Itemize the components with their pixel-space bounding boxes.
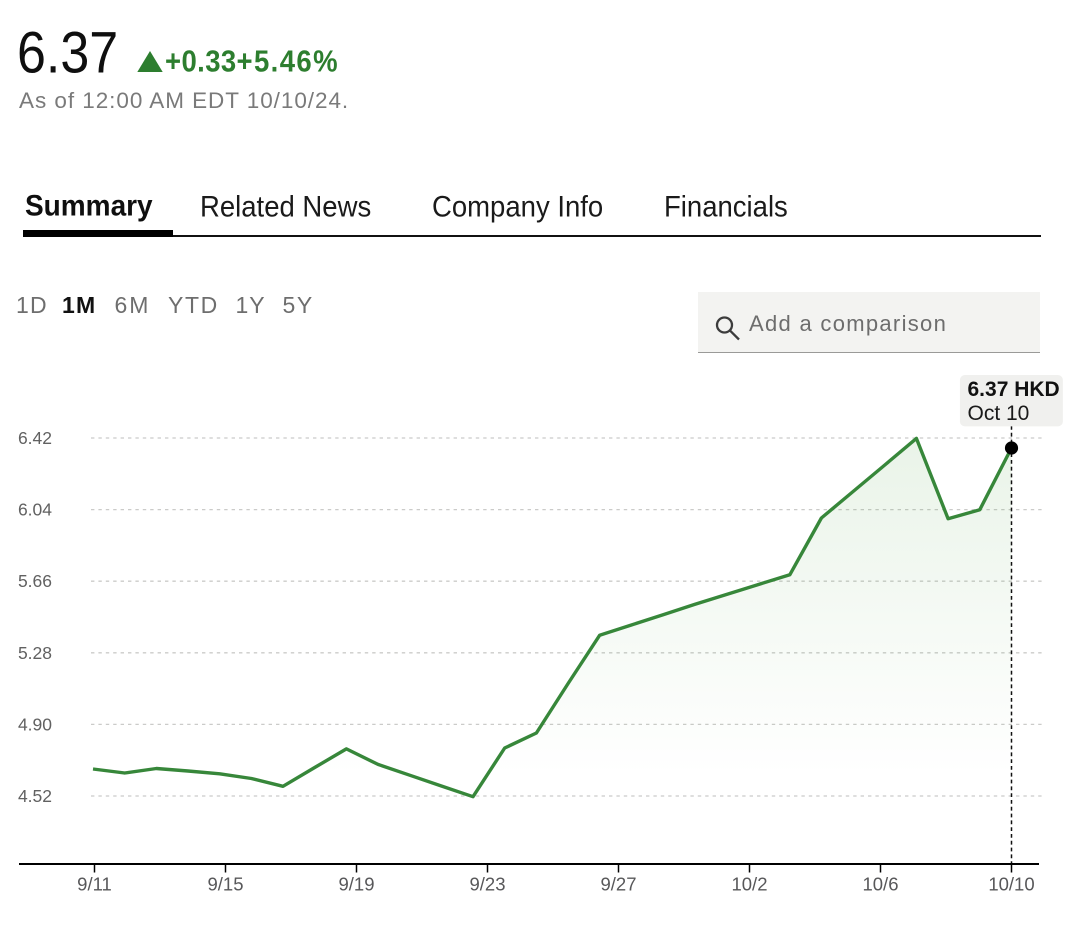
svg-text:10/2: 10/2 [731, 874, 767, 895]
svg-text:Oct 10: Oct 10 [968, 402, 1030, 425]
svg-text:9/11: 9/11 [77, 874, 112, 895]
svg-text:9/23: 9/23 [469, 874, 505, 895]
svg-text:6.04: 6.04 [18, 500, 52, 520]
svg-text:9/27: 9/27 [600, 874, 636, 895]
svg-text:4.52: 4.52 [18, 786, 52, 806]
svg-text:5.28: 5.28 [18, 643, 52, 663]
svg-text:9/19: 9/19 [338, 874, 374, 895]
svg-text:5.66: 5.66 [18, 571, 52, 591]
svg-text:10/10: 10/10 [988, 874, 1034, 895]
svg-text:10/6: 10/6 [862, 874, 898, 895]
svg-text:6.37 HKD: 6.37 HKD [968, 378, 1060, 401]
svg-text:6.42: 6.42 [18, 428, 52, 448]
svg-text:4.90: 4.90 [18, 714, 52, 734]
svg-text:9/15: 9/15 [207, 874, 243, 895]
